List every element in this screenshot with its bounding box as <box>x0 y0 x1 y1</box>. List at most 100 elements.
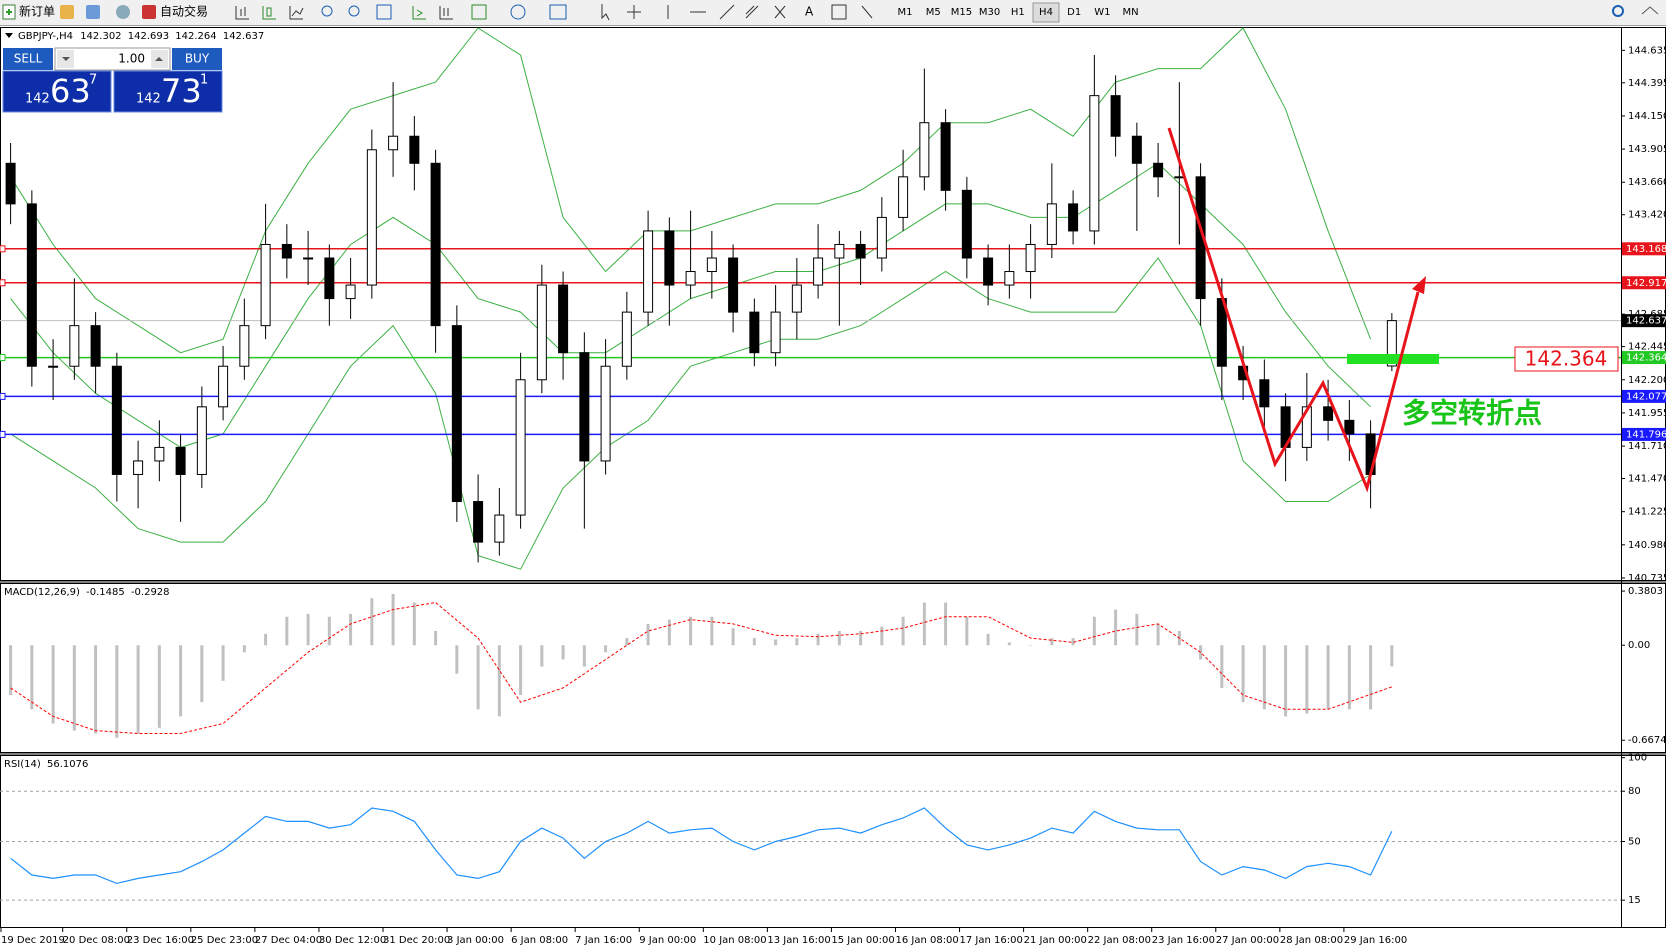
x-tick-label: 27 Dec 04:00 <box>255 935 322 946</box>
x-tick-label: 21 Jan 00:00 <box>1024 935 1087 946</box>
level-label: 142.364 <box>1626 353 1666 364</box>
icon[interactable] <box>774 5 786 19</box>
y-tick-label: 100 <box>1628 753 1647 764</box>
icon <box>142 5 156 19</box>
sell-label: SELL <box>14 52 43 66</box>
lots-input[interactable] <box>54 47 171 71</box>
candle-body <box>1004 271 1015 286</box>
panel-separator <box>0 581 1666 583</box>
candle-body <box>175 446 186 475</box>
highlight-zone <box>1347 354 1439 364</box>
timeframe-button[interactable]: M30 <box>979 7 1000 18</box>
y-tick-label: 140.980 <box>1628 540 1666 551</box>
macd-bar <box>625 638 629 646</box>
candle-body <box>218 365 229 408</box>
icon[interactable] <box>235 6 249 20</box>
ask-box[interactable] <box>113 70 223 113</box>
active-timeframe[interactable] <box>1032 2 1060 23</box>
icon[interactable] <box>321 5 333 17</box>
macd-bar <box>922 602 926 646</box>
macd-bar <box>72 645 76 731</box>
macd-bar <box>1135 613 1139 646</box>
candle-body <box>494 514 505 543</box>
text-tool[interactable]: A <box>805 5 814 19</box>
macd-bar <box>1305 645 1309 714</box>
candle-body <box>5 162 16 205</box>
low: 142.264 <box>175 31 216 42</box>
candle-body <box>1046 203 1057 245</box>
candle-body <box>1323 406 1334 421</box>
icon[interactable] <box>627 5 641 19</box>
icon[interactable] <box>745 5 759 19</box>
icon[interactable] <box>831 4 847 20</box>
level-anchor <box>0 245 6 253</box>
chat-icon[interactable] <box>1641 6 1659 15</box>
candle-body <box>813 257 824 286</box>
auto-trade-button[interactable]: 自动交易 <box>142 4 208 20</box>
ask-big: 142 <box>136 92 161 107</box>
timeframe-button[interactable]: M15 <box>951 7 972 18</box>
bid-sup: 7 <box>89 73 97 88</box>
icon[interactable] <box>861 5 873 19</box>
macd-bar <box>604 645 608 653</box>
candle-body <box>1131 135 1142 164</box>
icon[interactable] <box>549 4 567 20</box>
x-tick-label: 22 Jan 08:00 <box>1088 935 1151 946</box>
timeframe-button[interactable]: D1 <box>1067 7 1081 18</box>
y-tick-label: 143.905 <box>1628 144 1666 155</box>
icon[interactable] <box>719 4 735 20</box>
icon[interactable] <box>116 5 130 19</box>
icon[interactable] <box>471 4 487 20</box>
macd-bar <box>880 626 884 646</box>
arrow-head <box>1412 276 1426 294</box>
candle-body <box>154 446 165 462</box>
x-tick-label: 29 Jan 16:00 <box>1344 935 1407 946</box>
candle-body <box>664 230 675 286</box>
candle-body <box>1344 419 1355 435</box>
icon[interactable] <box>86 5 100 19</box>
timeframe-button[interactable]: W1 <box>1094 7 1110 18</box>
icon[interactable] <box>60 5 74 19</box>
macd-bar <box>1262 645 1266 710</box>
icon[interactable] <box>510 4 526 20</box>
bid-box[interactable] <box>2 70 112 113</box>
timeframe-button[interactable]: H1 <box>1011 7 1025 18</box>
timeframe-button[interactable]: H4 <box>1039 7 1053 18</box>
macd-bar <box>136 645 140 734</box>
level-label-bg <box>1622 389 1666 403</box>
new-order-button[interactable]: 新订单 <box>2 4 55 20</box>
y-tick-label: 144.150 <box>1628 111 1666 122</box>
macd-bar <box>497 645 501 717</box>
timeframe-button[interactable]: M1 <box>898 7 913 18</box>
candle-body <box>388 135 399 151</box>
candle-body <box>196 406 207 475</box>
annotation-text: 多空转折点 <box>1402 397 1542 430</box>
icon[interactable] <box>262 6 276 20</box>
macd-bar <box>561 645 565 660</box>
macd-bar <box>285 616 289 646</box>
macd-bar <box>1156 623 1160 646</box>
icon[interactable] <box>601 4 610 21</box>
timeframe-button[interactable]: M5 <box>926 7 941 18</box>
candle-body <box>1089 95 1100 232</box>
x-tick-label: 17 Jan 16:00 <box>960 935 1023 946</box>
sell-button[interactable] <box>3 48 53 70</box>
icon[interactable] <box>439 6 453 20</box>
search-icon[interactable] <box>1612 5 1624 17</box>
y-tick-label: 141.225 <box>1628 507 1666 518</box>
icon[interactable] <box>348 5 360 17</box>
macd-bar <box>327 616 331 646</box>
icon[interactable] <box>412 6 426 20</box>
buy-button[interactable] <box>172 48 222 70</box>
timeframe-button[interactable]: MN <box>1123 7 1139 18</box>
icon[interactable] <box>289 6 304 20</box>
candle-body <box>409 135 420 164</box>
candle-body <box>1153 162 1164 178</box>
icon[interactable] <box>376 4 392 20</box>
macd-bar <box>540 645 544 667</box>
macd-title: MACD(12,26,9) -0.1485 -0.2928 <box>4 587 170 598</box>
candle-body <box>579 352 590 462</box>
x-tick-label: 13 Jan 16:00 <box>767 935 830 946</box>
